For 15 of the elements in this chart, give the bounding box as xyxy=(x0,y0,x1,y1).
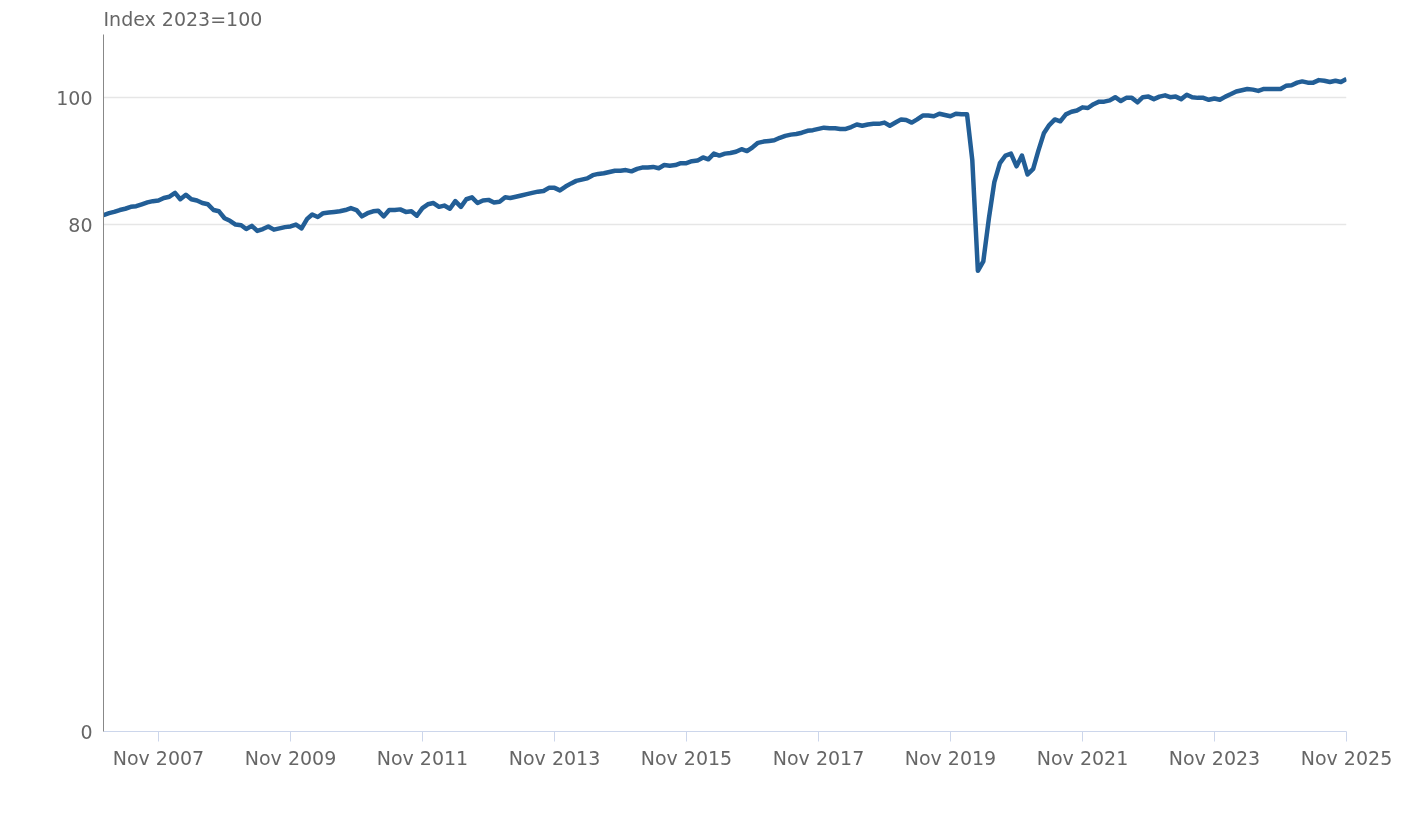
y-tick-label: 80 xyxy=(68,213,93,236)
x-tick-label: Nov 2007 xyxy=(112,746,205,769)
x-tick-label: Nov 2019 xyxy=(904,746,997,769)
x-tick-label: Nov 2021 xyxy=(1036,746,1129,769)
x-tick-label: Nov 2015 xyxy=(640,746,733,769)
y-axis-title: Index 2023=100 xyxy=(103,7,263,30)
y-tick-label: 100 xyxy=(56,86,93,109)
x-tick-label: Nov 2023 xyxy=(1168,746,1261,769)
x-tick-label: Nov 2009 xyxy=(244,746,337,769)
x-tick-label: Nov 2017 xyxy=(772,746,865,769)
y-tick-label: 0 xyxy=(80,720,93,743)
x-tick-label: Nov 2013 xyxy=(508,746,601,769)
x-tick-label: Nov 2025 xyxy=(1300,746,1393,769)
x-tick-label: Nov 2011 xyxy=(376,746,469,769)
line-series xyxy=(103,76,1347,274)
